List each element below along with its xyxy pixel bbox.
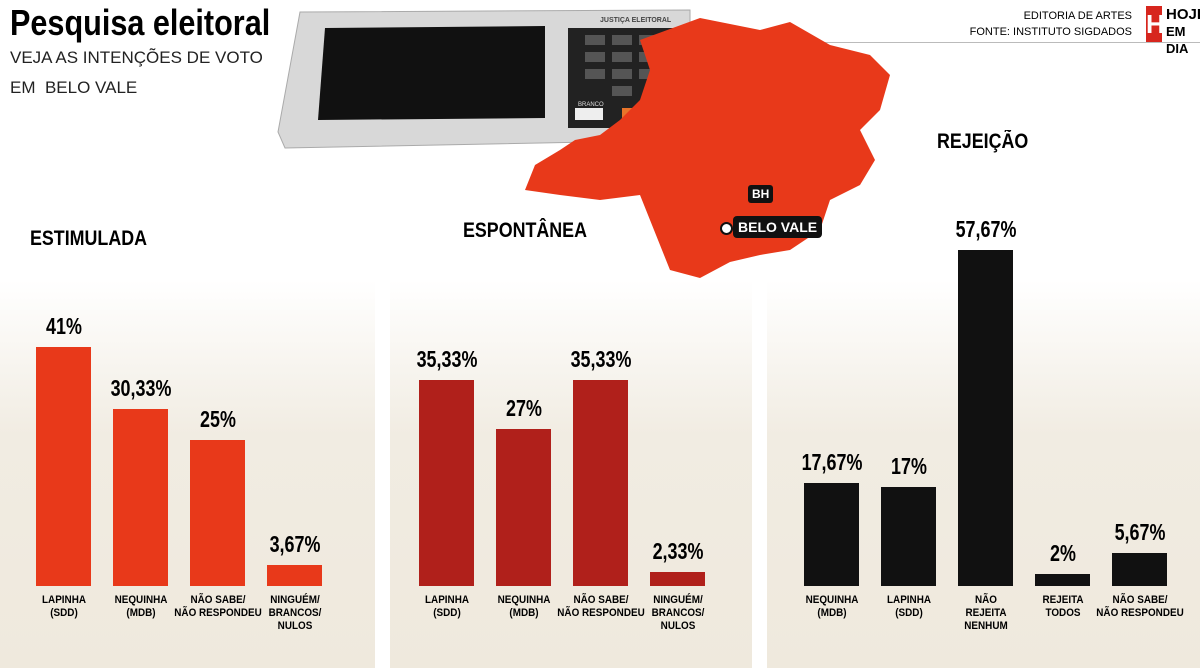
value-label: 3,67% <box>269 530 320 557</box>
x-tick-label: NEQUINHA (MDB) <box>114 594 167 619</box>
bar <box>650 572 705 586</box>
x-tick-label: LAPINHA (SDD) <box>886 594 931 619</box>
x-tick-label: NÃO SABE/ NÃO RESPONDEU <box>173 594 262 619</box>
bar <box>36 346 91 586</box>
map-dot <box>720 222 733 235</box>
bar <box>419 380 474 586</box>
ballot-label: JUSTIÇA ELEITORAL <box>600 17 672 24</box>
bar <box>190 440 245 586</box>
x-tick-label: NEQUINHA (MDB) <box>805 594 858 619</box>
credit: FONTE: INSTITUTO SIGDADOS <box>969 26 1132 38</box>
value-label: 17,67% <box>801 448 862 475</box>
value-label: 57,67% <box>955 215 1016 242</box>
value-label: 2,33% <box>652 538 703 565</box>
value-label: 5,67% <box>1114 518 1165 545</box>
x-tick-label: NINGUÉM/ BRANCOS/ NULOS <box>268 594 321 632</box>
title: Pesquisa eleitoral <box>10 2 271 43</box>
bar <box>113 409 168 586</box>
state-map <box>525 18 890 278</box>
value-label: 41% <box>45 312 82 339</box>
ballot-key: BRANCO <box>578 102 604 108</box>
credit: EDITORIA DE ARTES <box>1023 10 1132 22</box>
chart-title: ESPONTÂNEA <box>463 219 587 242</box>
bar <box>267 564 322 586</box>
logo-mark: H <box>1146 6 1165 42</box>
value-label: 2% <box>1049 540 1076 567</box>
bar <box>804 482 859 586</box>
bar <box>496 428 551 586</box>
ballot-screen <box>318 26 545 120</box>
bar <box>1112 552 1167 586</box>
x-tick-label: NEQUINHA (MDB) <box>497 594 550 619</box>
map-label: BELO VALE <box>733 216 823 238</box>
chart-title: REJEIÇÃO <box>937 130 1029 153</box>
rule <box>700 42 1200 43</box>
bar <box>1035 574 1090 586</box>
value-label: 35,33% <box>570 346 631 373</box>
x-tick-label: NÃO REJEITA NENHUM <box>963 594 1008 632</box>
chart-title: ESTIMULADA <box>30 227 148 250</box>
x-tick-label: NINGUÉM/ BRANCOS/ NULOS <box>651 594 704 632</box>
value-label: 27% <box>505 394 542 421</box>
subtitle: EM BELO VALE <box>10 78 138 97</box>
logo-text: EM DIA <box>1166 24 1189 56</box>
x-tick-label: LAPINHA (SDD) <box>424 594 469 619</box>
x-tick-label: LAPINHA (SDD) <box>41 594 86 619</box>
bar <box>573 380 628 586</box>
value-label: 35,33% <box>416 346 477 373</box>
bar <box>881 486 936 586</box>
x-tick-label: NÃO SABE/ NÃO RESPONDEU <box>1095 594 1184 619</box>
x-tick-label: REJEITA TODOS <box>1041 594 1084 619</box>
value-label: 25% <box>199 406 236 433</box>
x-tick-label: NÃO SABE/ NÃO RESPONDEU <box>556 594 645 619</box>
bar <box>958 249 1013 586</box>
value-label: 17% <box>890 452 927 479</box>
subtitle: VEJA AS INTENÇÕES DE VOTO <box>10 48 263 67</box>
value-label: 30,33% <box>110 375 171 402</box>
map-label: BH <box>748 185 774 203</box>
artwork: JUSTIÇA ELEITORAL BRANCO <box>277 9 890 278</box>
